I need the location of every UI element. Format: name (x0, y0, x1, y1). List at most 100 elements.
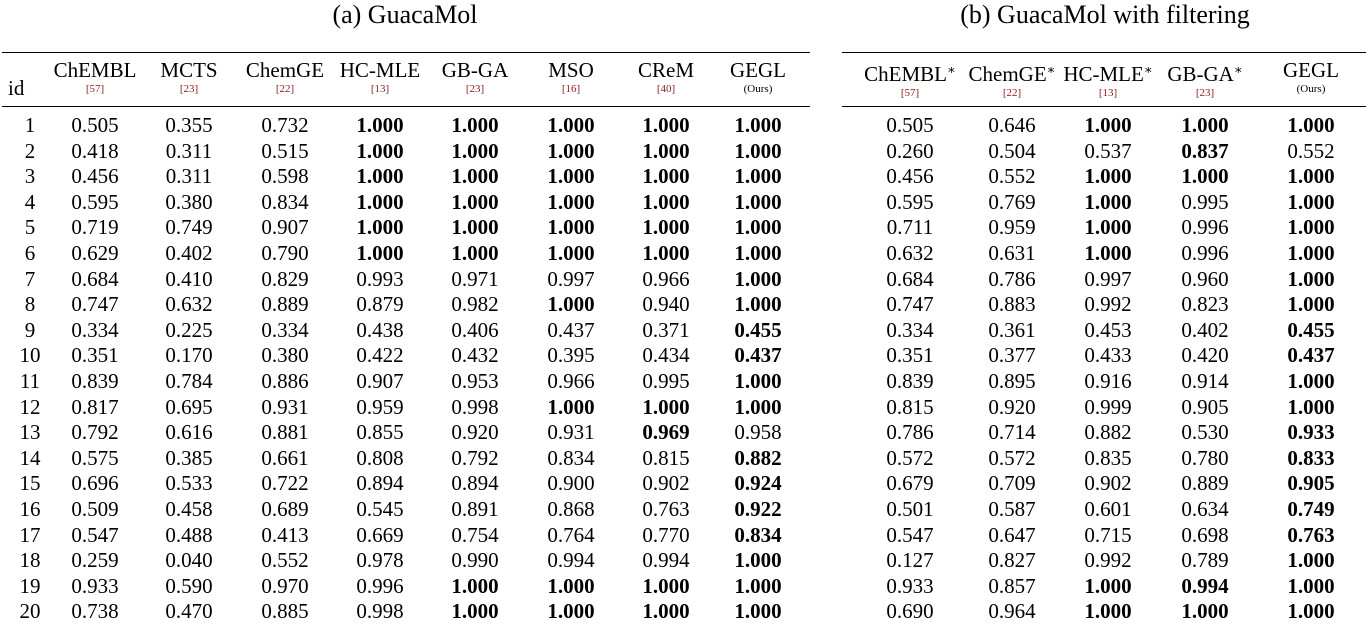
left-table-cell: 1.000 (734, 266, 782, 291)
left-table-cell: 0.259 (71, 548, 119, 573)
row-id: 5 (24, 215, 36, 240)
left-table-cell: 1.000 (451, 189, 499, 214)
right-table-cell: 0.839 (886, 369, 934, 393)
left-table-cell: 0.770 (642, 522, 690, 547)
right-table-cell: 1.000 (1287, 599, 1335, 624)
left-table-cell: 0.334 (71, 317, 119, 342)
left-table-cell: 0.966 (547, 369, 595, 393)
right-table-cell: 0.964 (988, 599, 1036, 624)
left-table-cell: 1.000 (734, 189, 782, 214)
caption-right: (b) GuacaMol with filtering (960, 0, 1250, 29)
row-id: 19 (19, 573, 41, 598)
right-table-cell: 0.698 (1181, 522, 1229, 547)
right-table-cell: 0.905 (1181, 394, 1229, 419)
left-table-cell: 0.385 (165, 445, 213, 470)
right-table-cell: 0.361 (988, 317, 1036, 342)
citation-link[interactable]: [57] (900, 87, 920, 99)
left-table-cell: 1.000 (547, 599, 595, 624)
id-column-header: id (8, 76, 25, 100)
right_table-col-header: GEGL (Ours) (1256, 58, 1366, 96)
left-table-cell: 1.000 (547, 215, 595, 240)
citation-link[interactable]: [23] (1195, 87, 1215, 99)
left-table-cell: 0.995 (642, 369, 690, 393)
row-id: 4 (24, 189, 36, 214)
right-table-cell: 1.000 (1181, 164, 1229, 189)
table-row: 4 0.595 0.380 0.834 1.000 1.000 1.000 1.000 1.00… (0, 189, 1370, 215)
right-table-cell: 0.857 (988, 573, 1036, 598)
left-table-cell: 0.891 (451, 497, 499, 521)
left-table-cell: 1.000 (547, 113, 595, 137)
left-table-cell: 1.000 (356, 164, 404, 189)
citation-link[interactable]: [13] (370, 83, 390, 95)
left-table-cell: 0.505 (71, 113, 119, 137)
left-table-cell: 0.982 (451, 292, 499, 317)
ours-label: (Ours) (743, 83, 773, 95)
citation-link[interactable]: [22] (275, 83, 295, 95)
table-row: 1 0.505 0.355 0.732 1.000 1.000 1.000 1.000 1.00… (0, 112, 1370, 138)
right-table-cell: 0.959 (988, 215, 1036, 240)
right-table-cell: 1.000 (1084, 215, 1132, 240)
right-table-cell: 0.747 (886, 292, 934, 317)
left-table-cell: 1.000 (642, 113, 690, 137)
right-table-cell: 0.827 (988, 548, 1036, 573)
right-table-cell: 0.334 (886, 317, 934, 342)
citation-link[interactable]: [23] (179, 83, 199, 95)
left-table-cell: 0.868 (547, 497, 595, 521)
left-table-cell: 0.402 (165, 241, 213, 265)
right-table-cell: 0.437 (1287, 343, 1335, 368)
left-table-cell: 0.432 (451, 343, 499, 368)
right-table-cell: 0.420 (1181, 343, 1229, 368)
citation-link[interactable]: [23] (465, 83, 485, 95)
citation-link[interactable]: [13] (1098, 87, 1118, 99)
left-table-cell: 1.000 (642, 164, 690, 189)
table-row: 2 0.418 0.311 0.515 1.000 1.000 1.000 1.000 1.00… (0, 138, 1370, 164)
left-table-cell: 0.371 (642, 317, 690, 342)
row-id: 20 (19, 599, 41, 624)
left-table-cell: 0.971 (451, 266, 499, 291)
left-table-cell: 0.410 (165, 266, 213, 291)
table-row: 18 0.259 0.040 0.552 0.978 0.990 0.994 0.994 1.0… (0, 547, 1370, 573)
right-table-cell: 0.997 (1084, 266, 1132, 291)
right-table-cell: 0.351 (886, 343, 934, 368)
right-table-cell: 0.933 (886, 573, 934, 598)
table-row: 3 0.456 0.311 0.598 1.000 1.000 1.000 1.000 1.00… (0, 163, 1370, 189)
citation-link[interactable]: [16] (561, 83, 581, 95)
table-row: 12 0.817 0.695 0.931 0.959 0.998 1.000 1.000 1.0… (0, 394, 1370, 420)
right-table-cell: 0.634 (1181, 497, 1229, 521)
left-table-cell: 0.953 (451, 369, 499, 393)
table-row: 5 0.719 0.749 0.907 1.000 1.000 1.000 1.000 1.00… (0, 214, 1370, 240)
right-table-cell: 0.995 (1181, 189, 1229, 214)
left-table-cell: 0.311 (165, 138, 213, 163)
right-table-cell: 0.572 (886, 445, 934, 470)
left-table-cell: 0.792 (71, 420, 119, 445)
left-table-cell: 0.885 (261, 599, 309, 624)
left-table-cell: 0.969 (642, 420, 690, 445)
left-table-cell: 0.629 (71, 241, 119, 265)
table-row: 16 0.509 0.458 0.689 0.545 0.891 0.868 0.763 0.9… (0, 496, 1370, 522)
left-table-cell: 0.632 (165, 292, 213, 317)
right-table-cell: 0.835 (1084, 445, 1132, 470)
left-table-cell: 0.931 (547, 420, 595, 445)
right-table-cell: 0.882 (1084, 420, 1132, 445)
left-table-cell: 0.959 (356, 394, 404, 419)
citation-link[interactable]: [40] (656, 83, 676, 95)
left-table-cell: 0.882 (734, 445, 782, 470)
left-table-cell: 0.040 (165, 548, 213, 573)
citation-link[interactable]: [57] (85, 83, 105, 95)
left-table-cell: 0.380 (165, 189, 213, 214)
left-table-cell: 0.575 (71, 445, 119, 470)
table-row: 6 0.629 0.402 0.790 1.000 1.000 1.000 1.000 1.00… (0, 240, 1370, 266)
row-id: 13 (19, 420, 41, 445)
right-table-cell: 1.000 (1084, 113, 1132, 137)
right-table-cell: 0.690 (886, 599, 934, 624)
right-table-cell: 0.537 (1084, 138, 1132, 163)
right-table-cell: 0.749 (1287, 497, 1335, 521)
right-table-cell: 0.823 (1181, 292, 1229, 317)
asterisk-superscript: ∗ (1046, 62, 1056, 77)
left_table-col-header: ChemGE [22] (230, 58, 340, 96)
left-table-cell: 0.422 (356, 343, 404, 368)
left-table-cell: 0.922 (734, 497, 782, 521)
column-name: ChemGE∗ (968, 62, 1056, 86)
citation-link[interactable]: [22] (1002, 87, 1022, 99)
right-table-cell: 0.992 (1084, 292, 1132, 317)
